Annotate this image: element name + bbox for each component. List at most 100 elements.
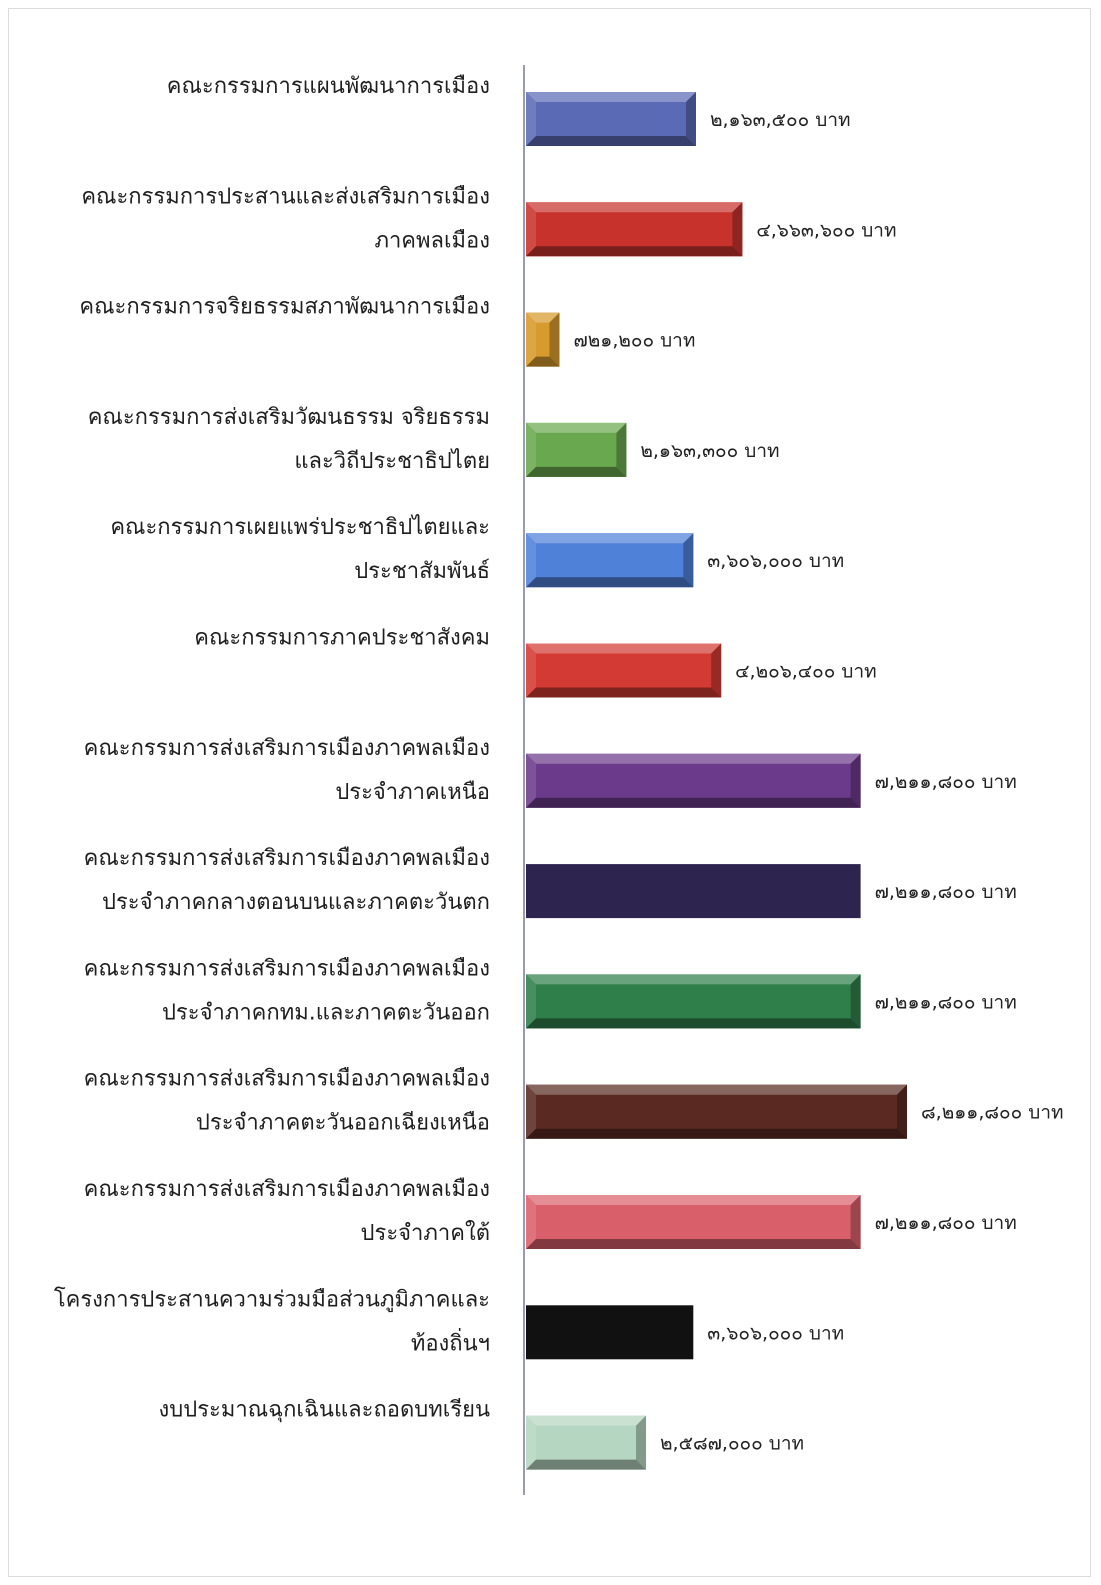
category-label-line: คณะกรรมการประสานและส่งเสริมการเมือง [81,184,490,209]
category-label-line: คณะกรรมการภาคประชาสังคม [194,626,490,651]
category-label-line: ประจำภาคกทม.และภาคตะวันออก [162,1000,490,1025]
category-label-4: คณะกรรมการส่งเสริมวัฒนธรรม จริยธรรมและวิ… [88,405,490,474]
category-label-line: คณะกรรมการส่งเสริมการเมืองภาคพลเมือง [84,1177,490,1202]
bar-bevel-bottom [526,1018,861,1029]
category-label-line: คณะกรรมการส่งเสริมการเมืองภาคพลเมือง [84,956,490,981]
value-label-12: ๓,๖๐๖,๐๐๐ บาท [707,1322,844,1344]
bar-bevel-left [526,753,536,808]
category-label-line: งบประมาณฉุกเฉินและถอดบทเรียน [159,1398,490,1423]
bar-bevel-top [526,1084,907,1095]
category-label-line: คณะกรรมการส่งเสริมวัฒนธรรม จริยธรรม [88,405,490,430]
bar-body [526,1305,694,1360]
bar-13 [526,1415,647,1470]
bar-12 [526,1305,694,1360]
bars [526,92,907,1470]
value-label-6: ๔,๒๐๖,๔๐๐ บาท [735,661,877,683]
value-label-4: ๒,๑๖๓,๓๐๐ บาท [640,440,779,462]
category-label-9: คณะกรรมการส่งเสริมการเมืองภาคพลเมืองประจ… [84,956,490,1025]
category-label-line: คณะกรรมการส่งเสริมการเมืองภาคพลเมือง [84,736,490,761]
value-label-13: ๒,๕๘๗,๐๐๐ บาท [660,1433,804,1455]
bar-bevel-top [526,422,627,433]
bar-11 [526,1195,861,1249]
page-frame [8,8,1091,1577]
category-label-8: คณะกรรมการส่งเสริมการเมืองภาคพลเมืองประจ… [84,846,490,915]
category-label-5: คณะกรรมการเผยแพร่ประชาธิปไตยและประชาสัมพ… [110,514,490,584]
bar-bevel-bottom [526,687,722,698]
category-label-line: คณะกรรมการแผนพัฒนาการเมือง [167,74,490,99]
bar-bevel-left [526,312,536,367]
value-label-11: ๗,๒๑๑,๘๐๐ บาท [875,1212,1017,1234]
bar-bevel-left [526,1195,536,1249]
bar-bevel-left [526,1415,536,1470]
category-label-line: คณะกรรมการจริยธรรมสภาพัฒนาการเมือง [79,295,490,320]
value-label-10: ๘,๒๑๑,๘๐๐ บาท [921,1102,1064,1124]
value-label-5: ๓,๖๐๖,๐๐๐ บาท [707,550,844,572]
category-label-3: คณะกรรมการจริยธรรมสภาพัฒนาการเมือง [79,295,490,320]
value-label-9: ๗,๒๑๑,๘๐๐ บาท [875,991,1017,1013]
category-label-line: ประจำภาคเหนือ [335,780,490,805]
bar-bevel-top [526,974,861,985]
bar-bevel-bottom [526,246,743,257]
bar-bevel-left [526,422,536,477]
bar-body [526,864,861,919]
value-label-7: ๗,๒๑๑,๘๐๐ บาท [875,771,1017,793]
category-labels: คณะกรรมการแผนพัฒนาการเมืองคณะกรรมการประส… [54,74,490,1423]
bar-bevel-bottom [526,1459,647,1470]
bar-bevel-right [850,1195,861,1249]
bar-bevel-top [526,92,696,102]
bar-bevel-right [897,1084,907,1139]
bar-bevel-bottom [526,1239,861,1249]
bar-bevel-right [636,1415,647,1470]
bar-bevel-bottom [526,1128,907,1139]
bar-bevel-left [526,974,536,1029]
category-label-line: คณะกรรมการเผยแพร่ประชาธิปไตยและ [110,514,490,540]
bar-bevel-bottom [526,136,696,146]
bar-bevel-left [526,92,536,146]
category-label-line: ประจำภาคกลางตอนบนและภาคตะวันตก [102,890,490,915]
category-label-2: คณะกรรมการประสานและส่งเสริมการเมืองภาคพล… [81,184,490,253]
category-label-11: คณะกรรมการส่งเสริมการเมืองภาคพลเมืองประจ… [84,1177,490,1246]
bar-bevel-top [526,1195,861,1205]
bar-bevel-right [732,202,743,257]
category-label-1: คณะกรรมการแผนพัฒนาการเมือง [167,74,490,99]
bar-10 [526,1084,907,1139]
bar-bevel-right [616,422,627,477]
value-label-1: ๒,๑๖๓,๕๐๐ บาท [710,109,851,131]
bar-1 [526,92,696,146]
bar-bevel-right [711,643,722,698]
bar-4 [526,422,627,477]
bar-bevel-top [526,202,743,213]
value-label-2: ๔,๖๖๓,๖๐๐ บาท [756,219,896,241]
bar-9 [526,974,861,1029]
bar-bevel-left [526,643,536,698]
bar-6 [526,643,722,698]
bar-bevel-bottom [526,356,560,367]
bar-7 [526,753,861,808]
bar-bevel-left [526,1084,536,1139]
bar-3 [526,312,560,367]
bar-bevel-right [850,753,861,808]
category-label-line: และวิถีประชาธิปไตย [294,448,490,474]
bar-bevel-top [526,643,722,654]
category-label-line: ประจำภาคใต้ [361,1220,490,1246]
category-label-7: คณะกรรมการส่งเสริมการเมืองภาคพลเมืองประจ… [84,736,490,805]
category-label-line: ประจำภาคตะวันออกเฉียงเหนือ [196,1111,490,1136]
category-label-line: คณะกรรมการส่งเสริมการเมืองภาคพลเมือง [84,1067,490,1092]
bar-bevel-right [850,974,861,1029]
bar-bevel-right [683,533,694,588]
category-label-13: งบประมาณฉุกเฉินและถอดบทเรียน [159,1398,490,1423]
value-label-3: ๗๒๑,๒๐๐ บาท [573,330,695,352]
bar-bevel-right [549,312,560,367]
bar-bevel-bottom [526,466,627,477]
bar-bevel-top [526,533,694,544]
bar-bevel-right [685,92,696,146]
category-label-10: คณะกรรมการส่งเสริมการเมืองภาคพลเมืองประจ… [84,1067,490,1136]
category-label-line: คณะกรรมการส่งเสริมการเมืองภาคพลเมือง [84,846,490,871]
category-label-6: คณะกรรมการภาคประชาสังคม [194,626,490,651]
bar-bevel-top [526,1415,647,1426]
bar-2 [526,202,743,257]
bar-8 [526,864,861,919]
bar-bevel-top [526,753,861,764]
